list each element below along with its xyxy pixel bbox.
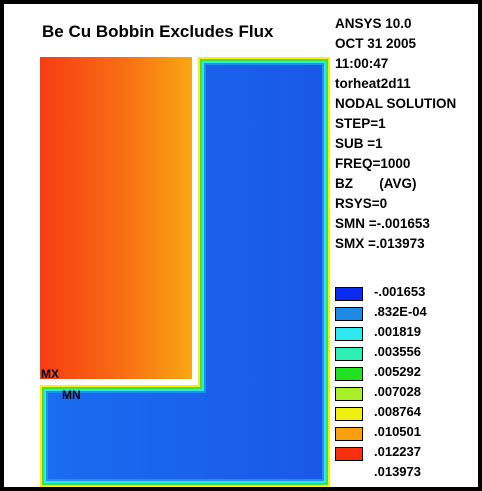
legend-swatch xyxy=(335,367,363,381)
legend-swatch xyxy=(335,447,363,461)
legend-swatch xyxy=(335,387,363,401)
info-smx: SMX =.013973 xyxy=(335,236,425,251)
legend-swatch xyxy=(335,407,363,421)
min-marker-label: MN xyxy=(62,388,81,402)
legend-value: .003556 xyxy=(374,344,421,359)
contour-legend: -.001653 .832E-04 .001819 .003556 .00529… xyxy=(335,284,478,484)
legend-value: .013973 xyxy=(374,464,421,479)
info-frequency: FREQ=1000 xyxy=(335,156,411,171)
legend-value: .005292 xyxy=(374,364,421,379)
info-rsys: RSYS=0 xyxy=(335,196,388,211)
flux-region-interior xyxy=(48,65,322,479)
bobbin-wall-vertical xyxy=(192,57,198,385)
info-time: 11:00:47 xyxy=(335,56,389,71)
legend-swatch xyxy=(335,427,363,441)
legend-value: .010501 xyxy=(374,424,421,439)
info-program: ANSYS 10.0 xyxy=(335,16,412,31)
info-solution-type: NODAL SOLUTION xyxy=(335,96,457,111)
bobbin-region xyxy=(40,57,192,379)
contour-plot xyxy=(40,57,330,487)
info-step: STEP=1 xyxy=(335,116,386,131)
info-jobname: torheat2d11 xyxy=(335,76,411,91)
info-item: BZ (AVG) xyxy=(335,176,417,191)
legend-swatch xyxy=(335,307,363,321)
legend-value: .007028 xyxy=(374,384,421,399)
legend-swatch xyxy=(335,347,363,361)
plot-title: Be Cu Bobbin Excludes Flux xyxy=(42,22,274,41)
legend-swatch xyxy=(335,287,363,301)
info-smn: SMN =-.001653 xyxy=(335,216,430,231)
legend-value: .001819 xyxy=(374,324,421,339)
legend-value: -.001653 xyxy=(374,284,426,299)
legend-swatch xyxy=(335,327,363,341)
legend-value: .012237 xyxy=(374,444,421,459)
legend-value: .832E-04 xyxy=(374,304,427,319)
bobbin-wall-horizontal xyxy=(40,379,198,385)
info-date: OCT 31 2005 xyxy=(335,36,417,51)
legend-value: .008764 xyxy=(374,404,421,419)
max-marker-label: MX xyxy=(41,367,59,381)
info-substep: SUB =1 xyxy=(335,136,383,151)
